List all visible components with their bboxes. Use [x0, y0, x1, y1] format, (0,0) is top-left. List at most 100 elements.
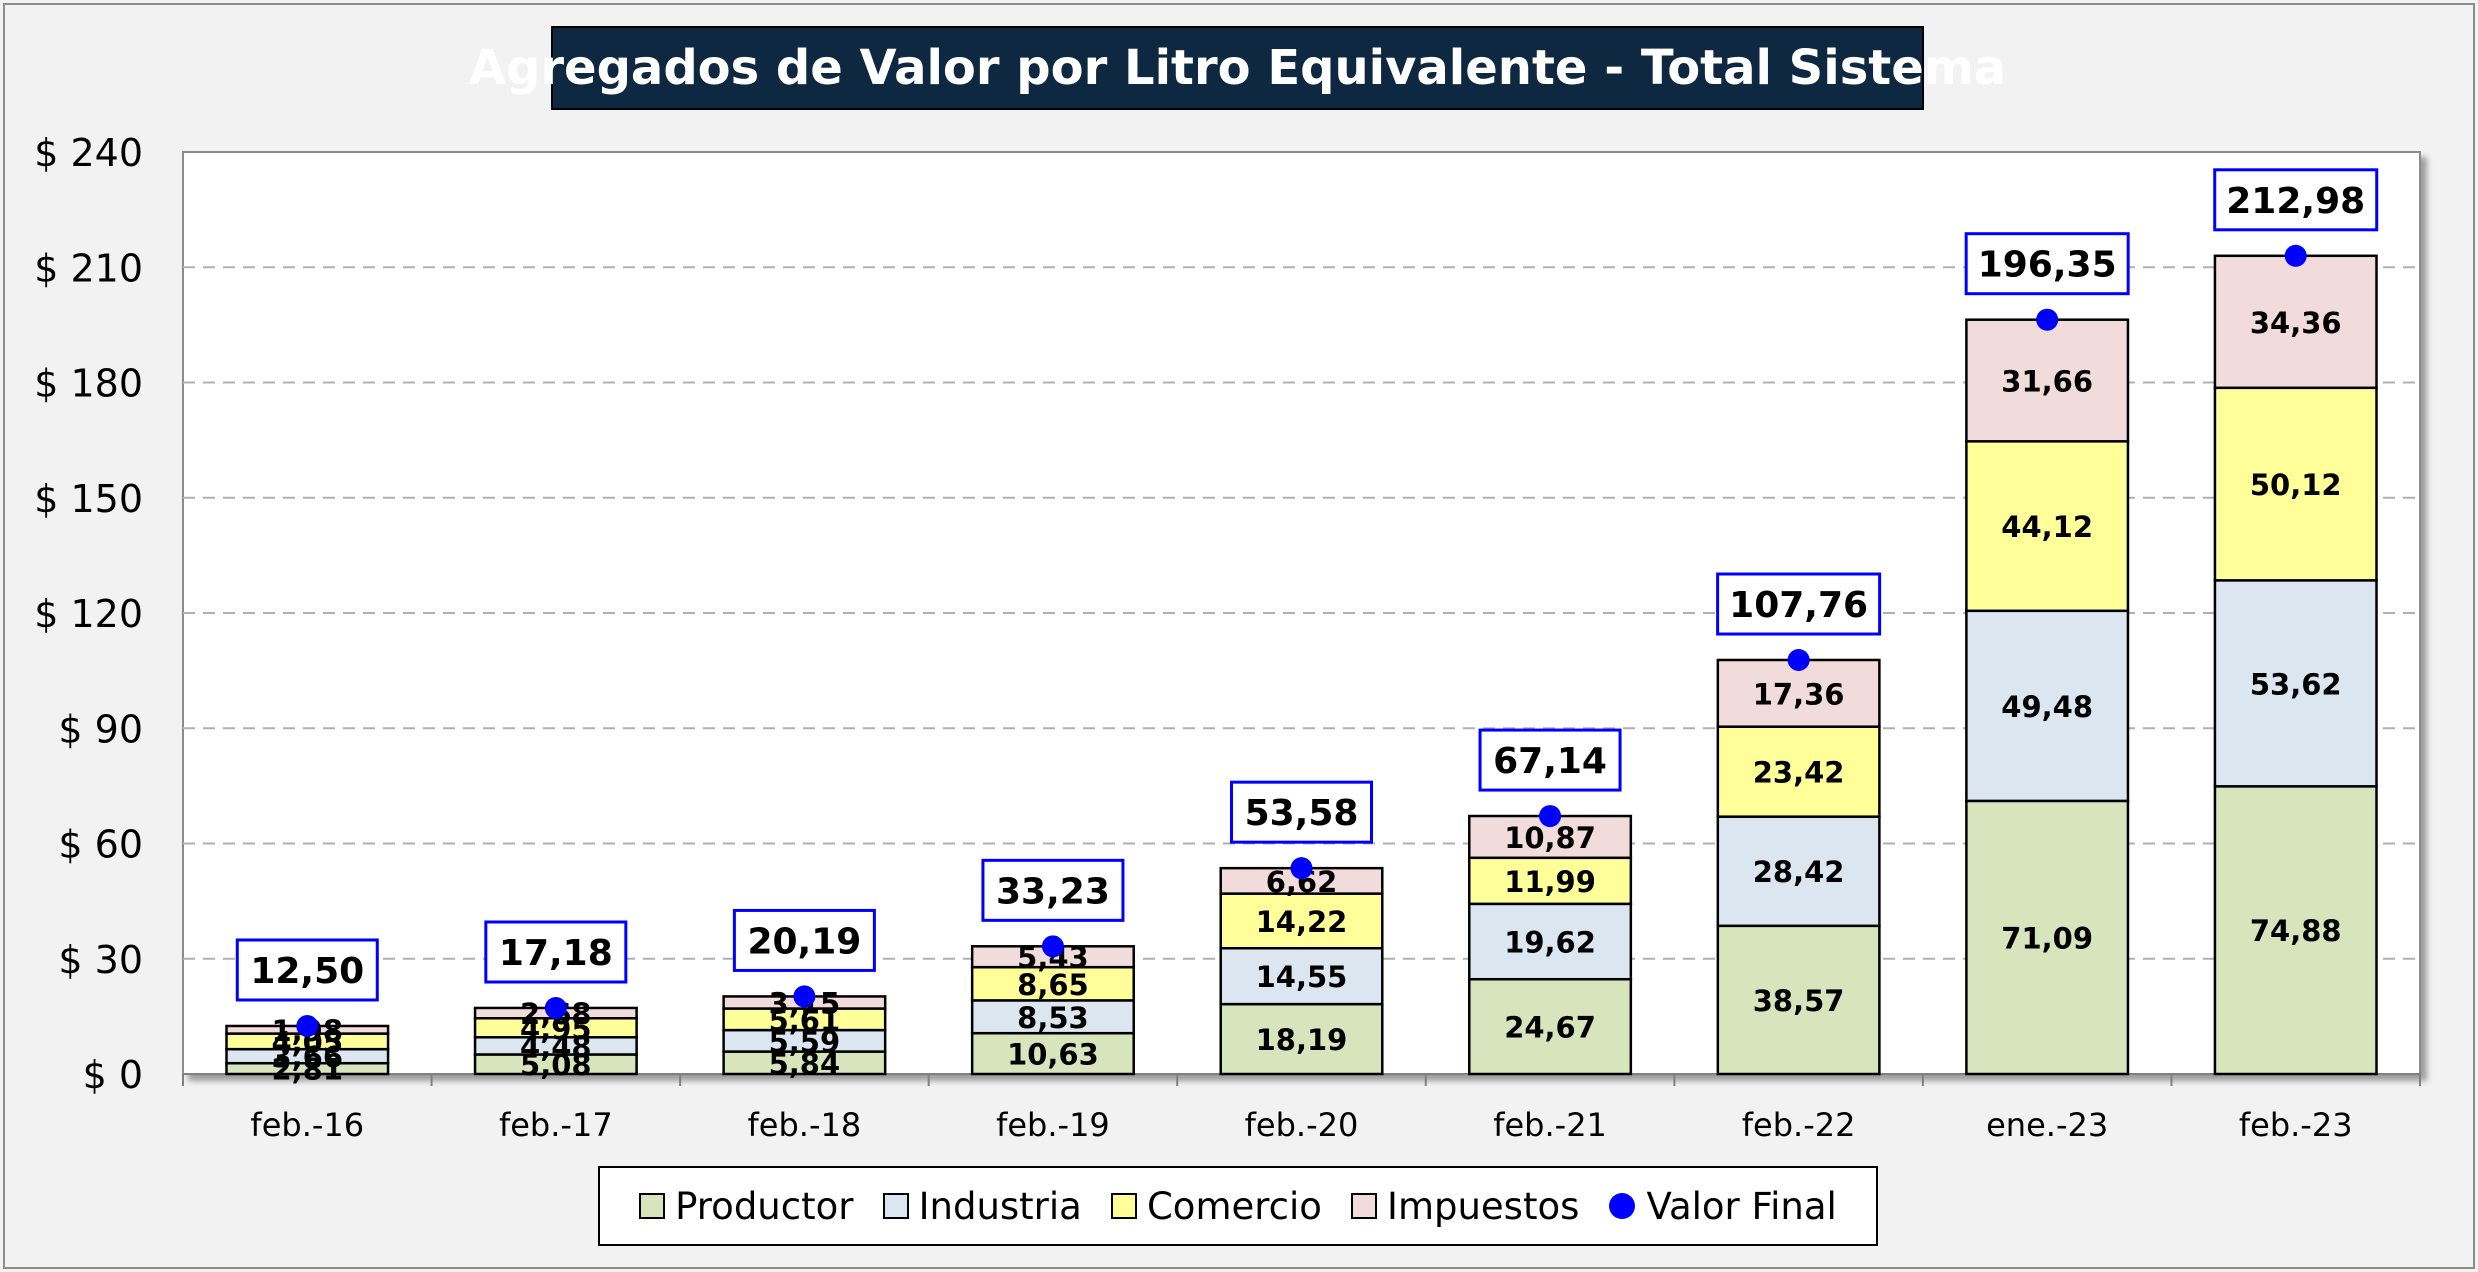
legend-swatch-comercio	[1110, 1193, 1137, 1219]
data-label-impuestos: 31,66	[2001, 365, 2093, 399]
data-label-industria: 8,53	[1017, 1001, 1089, 1035]
bar-segment-industria	[1965, 609, 2130, 803]
valor-final-point	[544, 997, 567, 1020]
x-tick-label: feb.-23	[2239, 1106, 2353, 1144]
valor-final-label: 107,76	[1729, 585, 1868, 626]
data-label-comercio: 5,61	[769, 1003, 841, 1037]
legend-swatch-impuestos	[1351, 1193, 1378, 1219]
data-label-impuestos: 17,36	[1753, 677, 1845, 711]
bar-segment-comercio	[1468, 856, 1633, 906]
bar-segment-comercio	[1965, 440, 2130, 613]
data-label-productor: 18,19	[1256, 1023, 1348, 1057]
legend-item-industria: Industria	[882, 1184, 1082, 1228]
bar-segment-industria	[1219, 946, 1384, 1006]
bar-segment-industria	[1716, 815, 1881, 928]
x-tick-label: feb.-16	[250, 1106, 364, 1144]
x-tick-label: feb.-22	[1742, 1106, 1856, 1144]
valor-final-point	[1787, 649, 1810, 672]
y-tick-label: $ 60	[58, 823, 143, 867]
x-tick-label: feb.-21	[1493, 1106, 1607, 1144]
bar-segment-impuestos	[2213, 254, 2378, 390]
data-label-productor: 24,67	[1504, 1011, 1596, 1045]
x-tick-label: feb.-19	[996, 1106, 1110, 1144]
data-label-comercio: 11,99	[1504, 865, 1596, 899]
bars	[225, 254, 2378, 1076]
valor-final-label-box	[235, 938, 379, 1002]
valor-final-label: 53,58	[1245, 793, 1359, 834]
valor-final-point	[2036, 308, 2059, 331]
data-label-productor: 5,84	[769, 1047, 841, 1081]
bar-segment-industria	[2213, 579, 2378, 788]
data-label-impuestos: 34,36	[2250, 306, 2342, 340]
legend-item-valor-final: Valor Final	[1608, 1184, 1837, 1228]
y-tick-label: $ 0	[83, 1053, 143, 1097]
data-label-industria: 4,48	[520, 1030, 592, 1064]
valor-final-label-box	[732, 908, 876, 972]
x-tick-label: feb.-20	[1245, 1106, 1359, 1144]
chart-title: Agregados de Valor por Litro Equivalente…	[469, 26, 2006, 110]
valor-final-point	[2284, 244, 2307, 267]
bar-segment-comercio	[2213, 386, 2378, 582]
legend-label-impuestos: Impuestos	[1387, 1184, 1580, 1228]
y-tick-label: $ 180	[34, 362, 143, 406]
legend-item-impuestos: Impuestos	[1351, 1185, 1579, 1228]
data-label-productor: 10,63	[1007, 1038, 1099, 1072]
data-label-productor: 74,88	[2250, 914, 2342, 948]
data-label-comercio: 14,22	[1256, 905, 1348, 939]
y-tick-label: $ 240	[34, 131, 143, 175]
y-tick-label: $ 90	[58, 707, 143, 751]
data-label-industria: 3,66	[271, 1040, 343, 1074]
chart-legend: Productor Industria Comercio Impuestos V…	[598, 1166, 1878, 1246]
valor-final-label-box	[2213, 168, 2379, 232]
data-label-industria: 5,59	[769, 1025, 841, 1059]
legend-marker-valor-final	[1608, 1193, 1635, 1219]
valor-final-label-box	[1716, 572, 1882, 636]
data-label-productor: 71,09	[2001, 921, 2093, 955]
valor-final-label-box	[981, 858, 1125, 922]
legend-label-productor: Productor	[675, 1184, 854, 1228]
valor-final-label-box	[1478, 728, 1622, 792]
valor-final-label-box	[1964, 232, 2130, 296]
valor-final-point	[793, 985, 816, 1008]
valor-final-label: 212,98	[2226, 181, 2365, 222]
y-tick-label: $ 150	[34, 477, 143, 521]
data-label-comercio: 8,65	[1017, 968, 1089, 1002]
data-label-industria: 19,62	[1504, 926, 1596, 960]
total-markers: 12,50 17,18 20,19 33,23 53,58 67,14 107,76 196,…	[235, 168, 2379, 1037]
valor-final-label-box	[1230, 780, 1373, 844]
legend-swatch-industria	[882, 1193, 909, 1219]
valor-final-label: 20,19	[747, 921, 861, 962]
valor-final-label-box	[484, 920, 628, 984]
x-tick-label: ene.-23	[1986, 1106, 2108, 1144]
y-tick-label: $ 120	[34, 592, 143, 636]
legend-item-comercio: Comercio	[1110, 1184, 1322, 1228]
valor-final-label: 17,18	[499, 933, 613, 974]
data-label-industria: 49,48	[2001, 690, 2093, 724]
y-tick-label: $ 210	[34, 246, 143, 290]
data-label-productor: 5,08	[520, 1048, 592, 1082]
bar-segment-productor	[1716, 924, 1881, 1076]
legend-label-industria: Industria	[918, 1184, 1082, 1228]
valor-final-point	[1539, 805, 1562, 828]
y-tick-label: $ 30	[58, 938, 143, 982]
bar-segment-productor	[1965, 799, 2130, 1076]
bar-segment-productor	[1219, 1002, 1384, 1076]
valor-final-point	[1290, 857, 1313, 880]
legend-label-valor-final: Valor Final	[1646, 1184, 1837, 1228]
bar-segment-comercio	[1716, 725, 1881, 818]
valor-final-point	[296, 1014, 319, 1037]
data-label-industria: 14,55	[1256, 960, 1348, 994]
data-label-industria: 28,42	[1753, 855, 1845, 889]
bar-segment-comercio	[970, 965, 1135, 1002]
bar-segment-productor	[2213, 785, 2378, 1076]
legend-label-comercio: Comercio	[1146, 1184, 1322, 1228]
bar-segment-industria	[970, 999, 1135, 1035]
legend-item-productor: Productor	[639, 1185, 853, 1228]
valor-final-label: 33,23	[996, 871, 1110, 912]
valor-final-point	[1041, 935, 1064, 958]
valor-final-label: 196,35	[1978, 245, 2117, 286]
bar-segment-impuestos	[1965, 318, 2130, 443]
data-label-industria: 53,62	[2250, 667, 2342, 701]
x-tick-label: feb.-18	[748, 1106, 862, 1144]
